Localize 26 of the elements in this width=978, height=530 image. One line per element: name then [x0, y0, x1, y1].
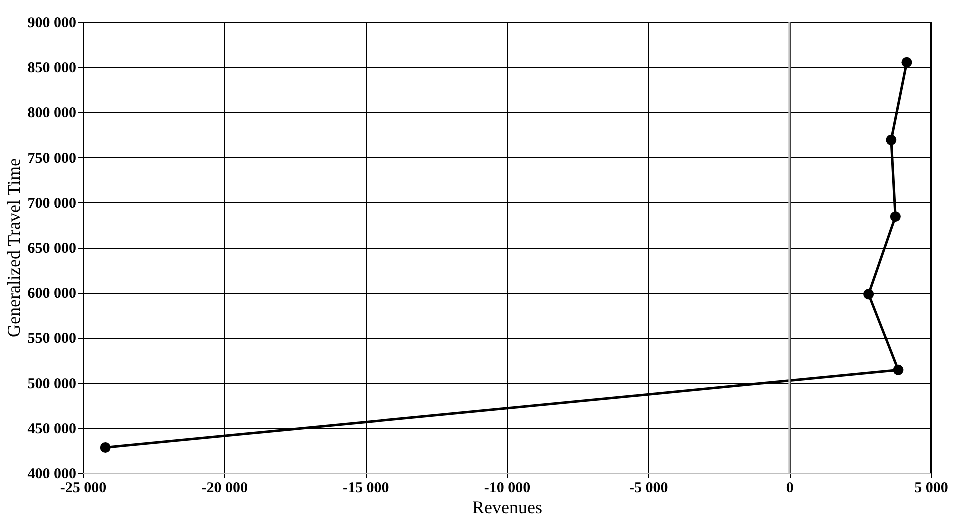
point [100, 442, 111, 453]
x-tick-label: 5 000 [914, 480, 948, 496]
y-tick-label: 450 000 [28, 421, 76, 438]
y-tick-label: 650 000 [28, 241, 76, 257]
y-axis-title: Generalized Travel Time [4, 158, 24, 338]
x-tick-label: 0 [786, 480, 794, 496]
x-tick-label: -25 000 [60, 480, 107, 496]
point [890, 212, 901, 222]
x-tick-label: -10 000 [484, 480, 531, 496]
point [864, 289, 874, 300]
y-tick-label: 400 000 [28, 466, 76, 482]
y-tick-label: 550 000 [28, 331, 76, 348]
y-tick-label: 700 000 [28, 196, 76, 212]
y-tick-label: 600 000 [28, 286, 76, 302]
point [886, 134, 897, 146]
point [902, 57, 912, 68]
x-tick-label: -15 000 [343, 480, 390, 496]
x-tick-label: -5 000 [629, 480, 668, 496]
y-tick-label: 500 000 [28, 376, 76, 392]
x-tick-label: -20 000 [202, 480, 248, 496]
point [893, 364, 904, 376]
y-tick-label: 750 000 [28, 150, 76, 167]
y-tick-label: 900 000 [28, 16, 76, 32]
x-axis-title: Revenues [472, 498, 542, 518]
y-tick-label: 800 000 [28, 106, 76, 122]
y-tick-label: 850 000 [28, 60, 76, 77]
